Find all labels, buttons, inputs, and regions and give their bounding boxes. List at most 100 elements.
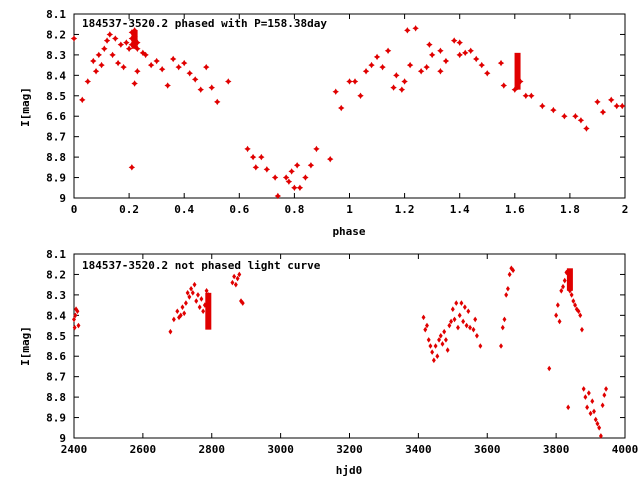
data-point xyxy=(585,404,590,411)
data-point xyxy=(557,318,562,325)
data-point xyxy=(249,153,257,161)
y-tick-label: 8.8 xyxy=(46,151,66,164)
data-point xyxy=(338,104,345,112)
data-point xyxy=(187,294,192,300)
data-point xyxy=(497,59,505,67)
data-point xyxy=(588,410,593,417)
dense-point-cluster xyxy=(205,292,212,330)
data-point xyxy=(438,332,443,339)
data-point xyxy=(428,343,433,349)
data-point xyxy=(484,70,491,77)
data-point xyxy=(92,68,100,75)
y-tick-label: 8.2 xyxy=(46,268,66,281)
data-point xyxy=(562,277,567,284)
data-point xyxy=(214,98,221,106)
x-tick-label: 1.6 xyxy=(505,203,525,216)
x-tick-label: 4000 xyxy=(612,443,639,456)
y-tick-label: 8.7 xyxy=(46,131,66,144)
data-point xyxy=(131,80,138,87)
y-tick-label: 8.5 xyxy=(46,90,66,103)
data-point xyxy=(417,68,425,75)
y-tick-label: 8.9 xyxy=(46,412,66,425)
y-tick-label: 8.3 xyxy=(46,289,66,302)
data-point xyxy=(539,102,546,110)
data-point xyxy=(450,37,458,44)
data-point xyxy=(171,316,176,323)
y-tick-label: 8.5 xyxy=(46,330,66,343)
data-point xyxy=(600,402,605,409)
data-point xyxy=(189,285,194,292)
data-point xyxy=(101,45,108,52)
data-point xyxy=(474,332,479,339)
y-axis-title: I[mag] xyxy=(19,326,32,366)
y-axis-title: I[mag] xyxy=(19,87,32,127)
y-tick-label: 8.8 xyxy=(46,391,66,404)
chart-title: 184537-3520.2 phased with P=158.38day xyxy=(82,17,327,30)
data-point xyxy=(440,341,445,347)
y-tick-label: 9 xyxy=(59,192,66,205)
data-point xyxy=(346,78,353,85)
x-tick-label: 0.6 xyxy=(229,203,249,216)
data-point xyxy=(112,35,119,42)
data-point xyxy=(442,328,447,335)
data-point xyxy=(282,174,290,181)
data-point xyxy=(194,298,199,304)
data-point xyxy=(182,310,187,317)
data-point xyxy=(571,298,576,304)
x-axis-ticks: 2400 2600 2800 3000 3200 3400 3600 3800 4000 xyxy=(61,254,639,456)
data-point xyxy=(134,68,141,75)
data-point xyxy=(456,51,463,59)
data-point xyxy=(225,78,232,85)
y-tick-label: 8.6 xyxy=(46,350,66,363)
data-point xyxy=(456,39,463,46)
data-point xyxy=(406,61,414,69)
data-point xyxy=(288,168,295,175)
data-point xyxy=(180,304,185,310)
data-point xyxy=(114,59,122,67)
data-point xyxy=(293,162,301,169)
y-tick-label: 8.4 xyxy=(46,69,66,82)
data-point xyxy=(473,316,478,323)
data-point xyxy=(462,304,467,310)
data-point xyxy=(579,326,584,333)
y-tick-label: 8.1 xyxy=(46,8,66,21)
data-point xyxy=(577,117,585,124)
data-point xyxy=(449,318,454,325)
data-point xyxy=(351,78,359,85)
data-point xyxy=(555,302,560,308)
y-tick-label: 8.4 xyxy=(46,309,66,322)
data-point xyxy=(437,47,444,54)
data-point xyxy=(569,292,574,298)
data-point xyxy=(443,337,448,343)
data-point xyxy=(457,312,462,319)
x-tick-label: 3600 xyxy=(474,443,501,456)
x-axis-ticks: 0 0.2 0.4 0.6 0.8 1 1.2 1.4 1.6 1.8 2 xyxy=(71,14,628,216)
data-point xyxy=(204,288,209,294)
data-point xyxy=(232,273,237,280)
data-point xyxy=(428,51,436,59)
data-point xyxy=(576,308,581,315)
data-point xyxy=(595,420,600,427)
data-point xyxy=(164,82,171,89)
data-point xyxy=(437,337,441,343)
data-point xyxy=(142,51,149,59)
x-tick-label: 1.8 xyxy=(560,203,580,216)
data-point xyxy=(147,61,155,69)
data-point xyxy=(425,322,429,329)
data-point xyxy=(208,84,215,91)
data-point xyxy=(450,306,455,312)
data-point xyxy=(437,68,444,75)
x-tick-label: 1 xyxy=(346,203,353,216)
data-point xyxy=(357,92,364,99)
x-tick-label: 0.8 xyxy=(284,203,304,216)
data-point xyxy=(117,41,125,48)
data-point xyxy=(573,302,578,308)
data-point xyxy=(452,316,457,323)
data-point xyxy=(445,347,450,353)
y-tick-label: 6.6 xyxy=(46,110,66,123)
data-point xyxy=(332,88,339,95)
data-point xyxy=(462,49,469,57)
data-point xyxy=(199,296,204,302)
data-point xyxy=(459,300,464,306)
data-point xyxy=(550,106,557,114)
